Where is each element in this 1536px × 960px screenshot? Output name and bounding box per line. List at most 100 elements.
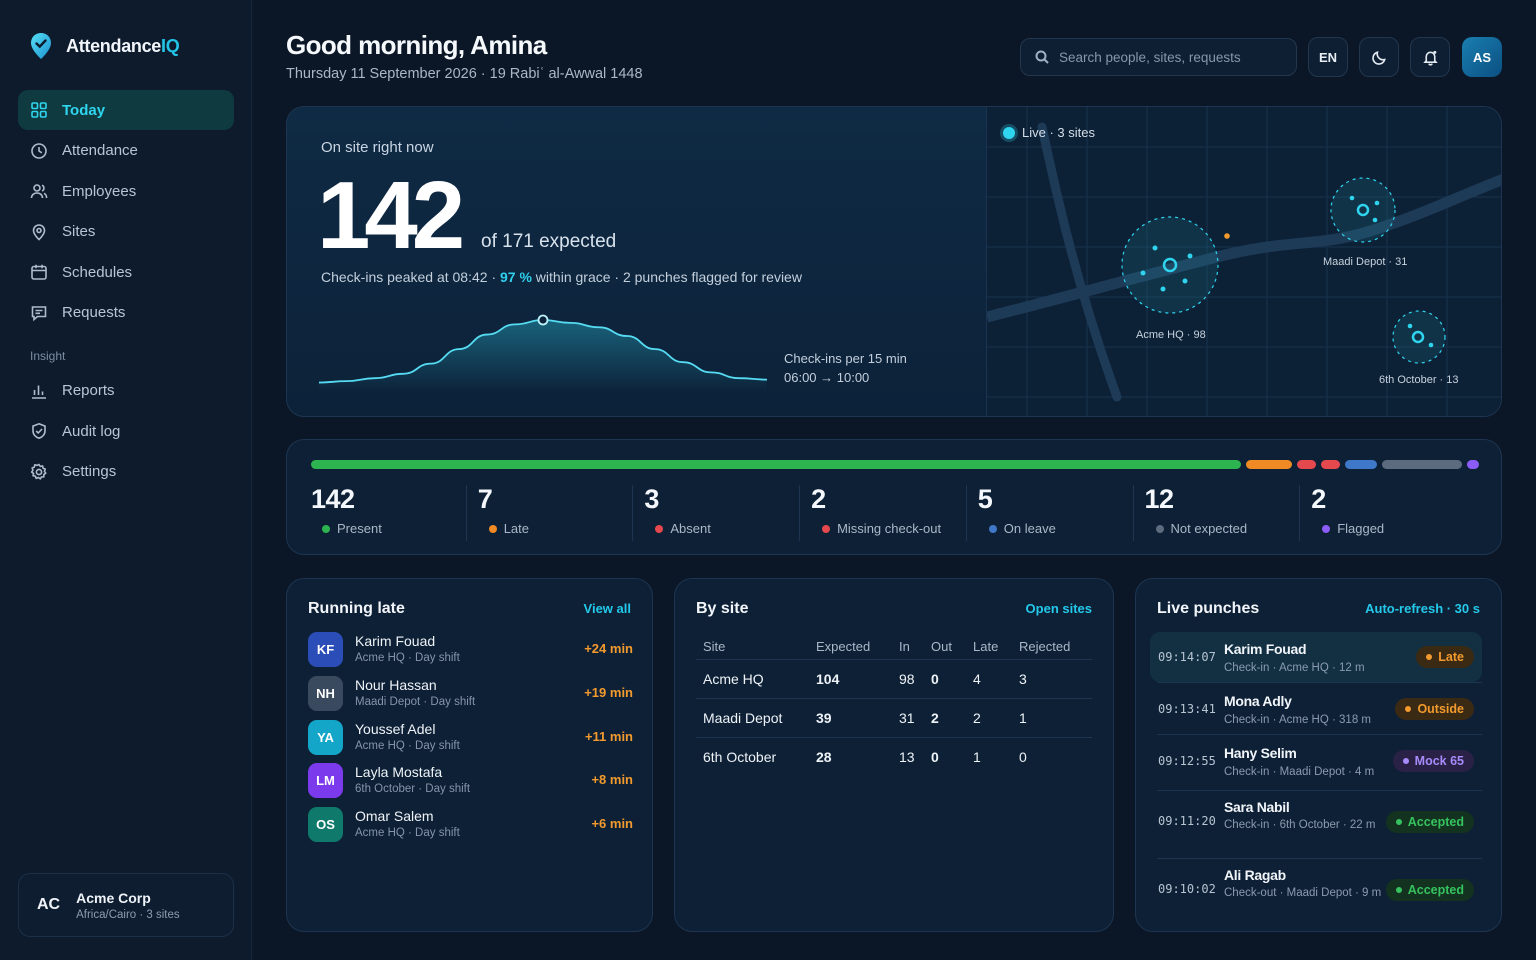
chart-peak-point[interactable] [537,314,549,326]
user-avatar[interactable]: AS [1462,37,1502,77]
punch-row[interactable]: 09:12:55 Hany Selim Check-in · Maadi Depot… [1150,736,1482,786]
late-employee-row[interactable]: NH Nour Hassan Maadi Depot · Day shift +19 … [308,675,633,716]
org-info: Acme Corp Africa/Cairo · 3 sites [76,890,180,921]
sidebar: AttendanceIQ Today Attendance Employees … [0,0,252,960]
calendar-icon [31,264,47,280]
org-switcher[interactable]: AC Acme Corp Africa/Cairo · 3 sites [18,873,234,937]
nav-label: Audit log [62,422,121,440]
nav-item-sites[interactable]: Sites [18,212,234,252]
nav-item-reports[interactable]: Reports [18,371,234,411]
nav-item-settings[interactable]: Settings [18,452,234,492]
rejected-count: 1 [1012,697,1092,737]
status-segment-leave[interactable] [1345,460,1377,469]
late-minutes: +6 min [591,816,633,832]
stat-label-text: On leave [1003,521,1056,536]
column-header[interactable]: Expected [816,639,871,655]
nav-item-audit-log[interactable]: Audit log [18,411,234,451]
late-employee-row[interactable]: LM Layla Mostafa 6th October · Day shift +8… [308,763,633,803]
page-date: Thursday 11 September 2026 · 19 Rabiʿ al… [286,66,643,82]
users-icon [30,184,48,199]
punch-row[interactable]: 09:13:41 Mona Adly Check-in · Acme HQ · 31… [1150,684,1482,734]
table-row[interactable]: 6th October 28 13 0 1 0 [696,736,1092,776]
page-title: Good morning, Amina [286,30,547,60]
theme-toggle-button[interactable] [1359,37,1399,77]
stat-label: Missing check-out [811,521,941,536]
avatar: KF [308,632,343,667]
location-shield-logo-icon [31,33,51,59]
employee-shift: 6th October · Day shift [355,783,471,796]
site-label-acme-hq: Acme HQ · 98 [1136,329,1206,341]
stat-late[interactable]: 7 Late [478,484,529,536]
nav-label: Attendance [62,142,138,159]
punch-row[interactable]: 09:10:02 Ali Ragab Check-out · Maadi Depot… [1150,860,1482,920]
stat-flagged[interactable]: 2 Flagged [1311,484,1384,536]
stat-label: On leave [978,521,1056,536]
by-site-card: By site Open sites Site Expected In Out Late… [674,578,1114,932]
stat-missing-check-out[interactable]: 2 Missing check-out [811,484,941,536]
employee-shift: Acme HQ · Day shift [355,827,460,840]
status-segment-late[interactable] [1246,460,1292,469]
gear-icon [30,463,47,480]
pin-icon [32,223,46,241]
column-header[interactable]: Rejected [1019,639,1071,655]
table-row[interactable]: Acme HQ 104 98 0 4 3 [696,658,1092,698]
punch-row[interactable]: 09:14:07 Karim Fouad Check-in · Acme HQ · … [1150,632,1482,682]
search-input[interactable]: Search people, sites, requests [1020,38,1297,76]
nav-item-schedules[interactable]: Schedules [18,252,234,292]
employee-name: Ali Ragab [1224,867,1286,883]
org-initials: AC [37,896,61,913]
out-count: 0 [924,736,966,776]
brand[interactable]: AttendanceIQ [30,32,180,60]
nav-item-today[interactable]: Today [18,90,234,130]
site-label-6th-october: 6th October · 13 [1379,374,1459,386]
status-dot-icon [1426,654,1433,660]
attendance-status-card: 142 Present 7 Late 3 Absent 2 Missing check-out… [286,439,1502,555]
employee-name: Hany Selim [1224,745,1297,761]
search-placeholder: Search people, sites, requests [1059,49,1241,65]
map-canvas [987,107,1501,416]
auto-refresh-toggle[interactable]: Auto-refresh · 30 s [1365,601,1480,616]
site-cluster-maadi-depot[interactable] [1330,177,1396,243]
nav-label: Schedules [62,263,133,281]
punch-detail: Check-in · Maadi Depot · 4 m [1224,766,1375,778]
status-segment-present[interactable] [311,460,1241,469]
notifications-button[interactable] [1410,37,1450,77]
punch-detail: Check-in · 6th October · 22 m [1224,819,1376,831]
status-dot-icon [1322,524,1331,533]
status-segment-missing[interactable] [1321,460,1340,469]
open-sites-link[interactable]: Open sites [1025,601,1092,616]
site-cluster-6th-october[interactable] [1392,310,1446,364]
table-row[interactable]: Maadi Depot 39 31 2 2 1 [696,697,1092,737]
status-segment-flagged[interactable] [1467,460,1479,469]
column-header[interactable]: Late [973,639,999,655]
late-employee-row[interactable]: KF Karim Fouad Acme HQ · Day shift +24 min [308,632,633,672]
view-all-link[interactable]: View all [583,601,631,616]
nav-item-requests[interactable]: Requests [18,293,234,333]
column-header[interactable]: Out [931,639,952,655]
punch-row[interactable]: 09:11:20 Sara Nabil Check-in · 6th October… [1150,792,1482,852]
column-header[interactable]: In [899,639,910,655]
language-button[interactable]: EN [1308,37,1348,77]
status-text: Accepted [1407,815,1464,829]
stat-not-expected[interactable]: 12 Not expected [1145,484,1248,536]
status-text: Outside [1417,702,1464,716]
column-header[interactable]: Site [703,639,726,655]
stat-on-leave[interactable]: 5 On leave [978,484,1056,536]
stat-divider [1132,485,1134,541]
stat-divider [632,485,634,541]
stat-label-text: Present [337,521,382,536]
stat-absent[interactable]: 3 Absent [644,484,710,536]
status-dot-icon [488,524,497,533]
status-dot-icon [1405,706,1412,712]
late-employee-row[interactable]: YA Youssef Adel Acme HQ · Day shift +11 min [308,719,633,760]
org-sub: Africa/Cairo · 3 sites [76,908,180,921]
expected-count: 28 [809,736,892,776]
site-cluster-acme-hq[interactable] [1121,216,1219,314]
status-segment-absent[interactable] [1297,460,1316,469]
nav-item-attendance[interactable]: Attendance [18,131,234,171]
nav-item-employees[interactable]: Employees [18,171,234,211]
late-employee-row[interactable]: OS Omar Salem Acme HQ · Day shift +6 min [308,807,633,847]
live-sites-map[interactable]: Live · 3 sites Acme HQ · 98 Maadi Depot … [986,107,1501,416]
status-segment-notexp[interactable] [1382,460,1462,469]
stat-present[interactable]: 142 Present [311,484,382,536]
